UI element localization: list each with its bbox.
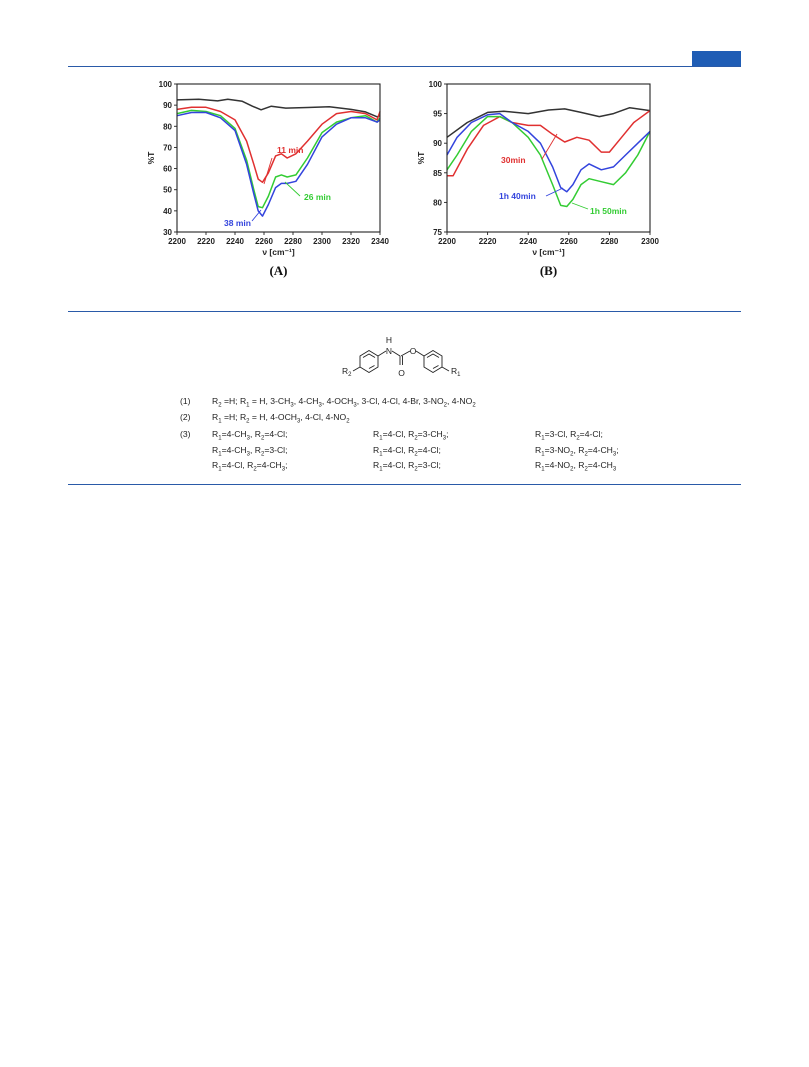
ether-oxygen-label: O xyxy=(410,346,417,356)
series-annotation: 11 min xyxy=(277,145,303,155)
series-annotation: 1h 40min xyxy=(499,191,536,201)
series-line-2 xyxy=(176,106,381,184)
r2-label: R2 xyxy=(342,366,352,378)
x-tick-label: 2340 xyxy=(371,237,389,246)
x-tick-label: 2220 xyxy=(479,237,497,246)
carbonyl-oxygen-label: O xyxy=(398,368,405,378)
annotation-leader xyxy=(284,181,301,197)
y-tick-label: 40 xyxy=(163,207,172,216)
ir-spectrum-chart-b: 2200 2220 2240 2260 2280 2300 75 80 85 90 95 100 ν [… xyxy=(416,80,659,278)
x-tick-label: 2260 xyxy=(560,237,578,246)
scheme-bottom-rule xyxy=(68,484,741,485)
y-tick-label: 75 xyxy=(433,228,442,237)
nh-h-label: H xyxy=(386,335,392,345)
series-line-1 xyxy=(176,98,381,118)
x-axis-label: ν [cm⁻¹] xyxy=(532,247,565,257)
substituent-combination: R1=4-CH3, R2=4-Cl; xyxy=(212,429,288,442)
scheme-row-text: R2 =H; R1 = H, 3-CH3, 4-CH3, 4-OCH3, 3-C… xyxy=(212,396,476,409)
y-tick-label: 90 xyxy=(163,101,172,110)
x-tick-label: 2300 xyxy=(641,237,659,246)
x-tick-label: 2320 xyxy=(342,237,360,246)
x-tick-label: 2260 xyxy=(255,237,273,246)
substituent-combination: R1=4-Cl, R2=3-CH3; xyxy=(373,429,449,442)
plot-frame xyxy=(446,83,651,233)
scheme-row-text: R1 =H; R2 = H, 4-OCH3, 4-Cl, 4-NO2 xyxy=(212,412,350,425)
scheme-row-number: (2) xyxy=(180,412,191,422)
x-tick-label: 2240 xyxy=(519,237,537,246)
x-tick-label: 2240 xyxy=(226,237,244,246)
series-line-1 xyxy=(446,106,651,138)
series-annotation: 38 min xyxy=(224,218,251,228)
y-tick-label: 90 xyxy=(433,139,442,148)
scheme-row-number: (1) xyxy=(180,396,191,406)
x-tick-label: 2280 xyxy=(601,237,619,246)
y-tick-label: 95 xyxy=(433,110,442,119)
panel-label: (A) xyxy=(269,263,287,278)
panel-label: (B) xyxy=(540,263,557,278)
y-axis-label: %T xyxy=(146,151,156,165)
annotation-leader xyxy=(251,209,262,222)
substituent-combination: R1=4-Cl, R2=4-CH3; xyxy=(212,460,288,473)
annotation-leader xyxy=(571,202,589,210)
annotation-leader xyxy=(263,157,273,185)
series-annotation: 1h 50min xyxy=(590,206,627,216)
x-tick-label: 2220 xyxy=(197,237,215,246)
ir-spectrum-chart-a: 2200 2220 2240 2260 2280 2300 2320 2340 30 40 50 60… xyxy=(146,80,389,278)
x-axis-label: ν [cm⁻¹] xyxy=(262,247,295,257)
x-tick-label: 2280 xyxy=(284,237,302,246)
substituent-combination: R1=3-NO2, R2=4-CH3; xyxy=(535,444,619,458)
y-tick-label: 100 xyxy=(159,80,173,89)
header-rule xyxy=(68,66,741,67)
substituent-combination: R1=4-CH3, R2=3-Cl; xyxy=(212,444,288,458)
y-tick-label: 85 xyxy=(433,169,442,178)
annotation-leader xyxy=(541,133,558,160)
plot-frame xyxy=(176,83,381,233)
x-tick-label: 2300 xyxy=(313,237,331,246)
y-tick-label: 60 xyxy=(163,165,172,174)
r1-label: R1 xyxy=(451,366,461,378)
header-accent-bar xyxy=(692,51,741,66)
substituent-combination: R1=3-Cl, R2=4-Cl; xyxy=(535,429,603,442)
x-tick-label: 2200 xyxy=(168,237,186,246)
figure-divider-rule xyxy=(68,311,741,312)
substituent-combination: R1=4-Cl, R2=3-Cl; xyxy=(373,460,441,473)
series-line-3 xyxy=(446,115,651,208)
y-tick-label: 100 xyxy=(429,80,443,89)
annotation-leader xyxy=(545,187,564,197)
substituent-combination: R1=4-NO2, R2=4-CH3 xyxy=(535,460,617,473)
nitrogen-label: N xyxy=(386,346,392,356)
series-line-3 xyxy=(176,109,381,209)
series-line-2 xyxy=(447,109,651,177)
substituent-combination: R1=4-Cl, R2=4-Cl; xyxy=(373,444,441,458)
series-annotation: 26 min xyxy=(304,192,331,202)
y-axis-label: %T xyxy=(416,151,426,165)
y-tick-label: 30 xyxy=(163,228,172,237)
y-tick-label: 50 xyxy=(163,186,172,195)
x-tick-label: 2200 xyxy=(438,237,456,246)
carbamate-structure: H N O O R2 R1 xyxy=(342,335,461,378)
scheme-row-number: (3) xyxy=(180,429,191,439)
series-annotation: 30min xyxy=(501,155,526,165)
y-tick-label: 80 xyxy=(433,198,442,207)
series-line-4 xyxy=(176,111,381,217)
y-tick-label: 80 xyxy=(163,122,172,131)
series-line-4 xyxy=(446,112,651,193)
y-tick-label: 70 xyxy=(163,143,172,152)
